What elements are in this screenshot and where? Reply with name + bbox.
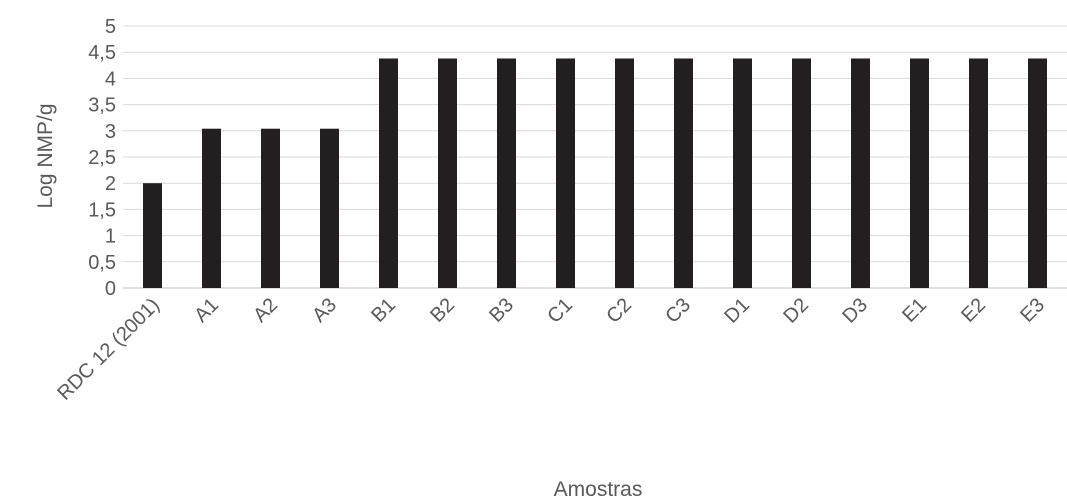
y-tick-label: 2 [105,173,116,195]
y-tick-label: 4,5 [88,42,116,64]
x-tick-label: D3 [838,294,872,328]
bar [379,58,398,288]
y-tick-label: 1 [105,226,116,248]
y-axis-title: Log NMP/g [34,103,57,208]
x-tick-label: A2 [249,294,282,327]
x-tick-label: A1 [190,294,223,327]
x-tick-label: B3 [485,294,518,327]
x-tick-label: A3 [308,294,341,327]
bars [143,58,1047,288]
x-tick-label: C1 [543,294,577,328]
x-tick-label: E1 [898,294,931,327]
bar [556,58,575,288]
y-tick-label: 0 [105,278,116,300]
x-tick-label: D1 [720,294,754,328]
y-tick-label: 4 [105,68,116,90]
y-tick-label: 3 [105,121,116,143]
bar [143,183,162,288]
x-tick-label: RDC 12 (2001) [53,294,164,405]
bar [202,128,221,288]
bar [261,128,280,288]
y-tick-label: 5 [105,16,116,38]
y-tick-label: 2,5 [88,147,116,169]
y-axis-ticks: 0 0,5 1 1,5 2 2,5 3 3,5 4 4,5 5 [88,16,116,300]
x-tick-label: B1 [367,294,400,327]
bar [969,58,988,288]
bar [615,58,634,288]
bar [910,58,929,288]
y-tick-label: 3,5 [88,95,116,117]
bar [674,58,693,288]
bar [438,58,457,288]
x-tick-label: D2 [779,294,813,328]
x-tick-label: E3 [1016,294,1049,327]
x-tick-label: B2 [426,294,459,327]
grid-lines [123,25,1067,289]
x-axis-title: Amostras [554,478,643,501]
bar [320,128,339,288]
y-tick-label: 0,5 [88,252,116,274]
x-tick-label: C3 [661,294,695,328]
x-axis-ticks: RDC 12 (2001) A1 A2 A3 B1 B2 B3 C1 C2 C3 D1 D2 D3 E1 E… [53,294,1049,405]
x-tick-label: C2 [602,294,636,328]
bar [733,58,752,288]
y-tick-label: 1,5 [88,199,116,221]
bar [497,58,516,288]
x-tick-label: E2 [957,294,990,327]
bar [851,58,870,288]
bar [792,58,811,288]
bar [1028,58,1047,288]
